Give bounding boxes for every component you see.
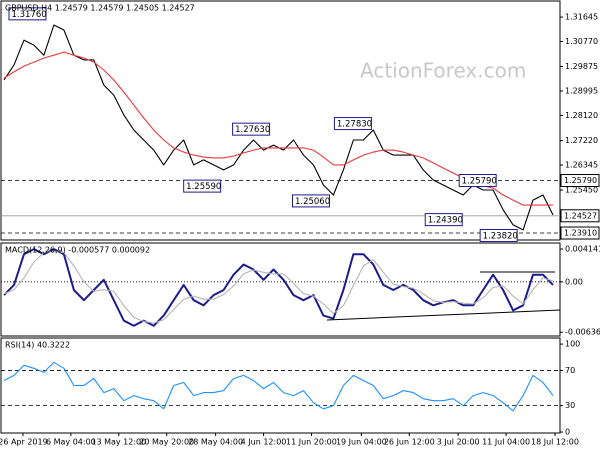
annotation-box: [458, 174, 497, 188]
y-tick-label: 0: [565, 428, 570, 437]
y-tick-label: 1.28120: [565, 111, 598, 120]
watermark: ActionForex.com: [360, 59, 526, 83]
y-tick-label: 1.25450: [565, 186, 598, 195]
x-tick-label: 11 Jul 04:00: [482, 438, 530, 447]
annotation-box: [479, 229, 518, 243]
annotation-label: 1.27630: [235, 125, 270, 135]
macd-panel: [0, 242, 561, 337]
x-tick-label: 18 Jul 12:00: [531, 438, 579, 447]
x-tick-label: 13 May 12:00: [91, 438, 146, 447]
x-tick-label: 28 May 04:00: [188, 438, 243, 447]
level-label-box: [560, 209, 600, 223]
annotation-box: [8, 7, 47, 21]
panel-title: GBPUSD,H4 1.24579 1.24579 1.24505 1.2452…: [5, 4, 195, 13]
level-label: 1.23910: [564, 229, 597, 238]
annotation-label: 1.25060: [295, 197, 330, 207]
x-tick-label: 19 Jun 04:00: [336, 438, 387, 447]
annotation-box: [291, 194, 330, 208]
panel-title: RSI(14) 40.3222: [5, 341, 70, 350]
annotation-label: 1.25590: [186, 182, 221, 192]
y-tick-label: 100: [565, 340, 580, 349]
series-line: [3, 251, 554, 324]
annotation-box: [183, 179, 222, 193]
y-tick-label: 1.28995: [565, 87, 598, 96]
annotation-label: 1.25790: [462, 177, 497, 187]
y-tick-label: 1.29875: [565, 62, 598, 71]
level-label-box: [560, 174, 600, 188]
y-tick-label: 0.004141: [565, 245, 600, 254]
y-tick-label: 0.00: [565, 277, 583, 286]
rsi-panel: [0, 337, 561, 434]
annotation-label: 1.23820: [483, 232, 518, 242]
x-tick-label: 3 Jul 20:00: [437, 438, 480, 447]
x-tick-label: 4 Jun 12:00: [241, 438, 287, 447]
x-tick-label: 11 Jun 20:00: [286, 438, 337, 447]
y-tick-label: 1.26345: [565, 161, 598, 170]
price-panel: [0, 0, 561, 241]
level-label: 1.24527: [564, 211, 597, 220]
annotation-box: [333, 117, 372, 131]
y-tick-label: 1.27220: [565, 136, 598, 145]
trendline: [326, 309, 561, 321]
x-tick-label: 20 May 20:00: [139, 438, 194, 447]
annotation-label: 1.24390: [428, 216, 463, 226]
annotation-box: [232, 122, 271, 136]
x-tick-label: 26 Apr 2019: [0, 438, 48, 447]
level-label: 1.25790: [564, 176, 597, 185]
series-line: [3, 361, 554, 412]
panel-title: MACD(12,26,9) -0.000577 0.000092: [5, 246, 150, 255]
series-line: [3, 248, 554, 327]
y-tick-label: 1.30770: [565, 37, 598, 46]
annotation-label: 1.27830: [337, 120, 372, 130]
y-tick-label: 70: [565, 366, 575, 375]
y-tick-label: 30: [565, 401, 575, 410]
annotation-box: [424, 213, 463, 227]
level-label-box: [560, 226, 600, 240]
x-tick-label: 26 Jun 12:00: [384, 438, 435, 447]
x-tick-label: 6 May 04:00: [46, 438, 96, 447]
y-tick-label: -0.006365: [565, 328, 600, 337]
annotation-label: 1.31760: [11, 10, 46, 20]
y-tick-label: 1.31645: [565, 13, 598, 22]
